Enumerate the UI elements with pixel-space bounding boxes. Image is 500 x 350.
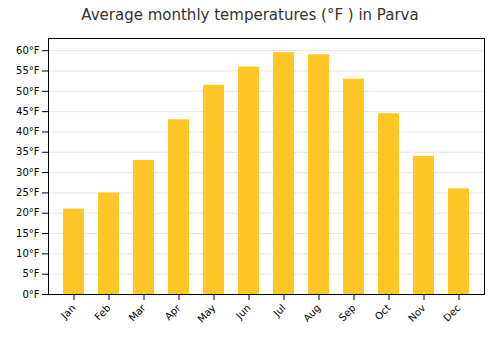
svg-text:55°F: 55°F	[16, 65, 40, 76]
svg-text:Jun: Jun	[233, 302, 253, 322]
svg-text:5°F: 5°F	[22, 268, 39, 279]
html-text:Average monthly temperatures (: Average monthly temperatures (°F ) in Pa…	[81, 6, 419, 24]
svg-text:Feb: Feb	[92, 302, 112, 322]
svg-text:15°F: 15°F	[16, 228, 40, 239]
svg-text:Mar: Mar	[127, 302, 149, 324]
svg-text:35°F: 35°F	[16, 146, 40, 157]
svg-text:Dec: Dec	[441, 302, 462, 323]
svg-text:Oct: Oct	[373, 302, 393, 322]
svg-text:Jan: Jan	[58, 302, 77, 321]
svg-text:30°F: 30°F	[16, 167, 40, 178]
svg-text:Apr: Apr	[163, 302, 184, 323]
svg-text:40°F: 40°F	[16, 126, 40, 137]
svg-text:Sep: Sep	[337, 302, 358, 323]
svg-text:60°F: 60°F	[16, 45, 40, 56]
svg-text:Aug: Aug	[301, 302, 323, 324]
svg-text:May: May	[195, 302, 217, 324]
svg-text:0°F: 0°F	[22, 289, 39, 300]
svg-text:20°F: 20°F	[16, 207, 40, 218]
svg-text:50°F: 50°F	[16, 86, 40, 97]
svg-text:25°F: 25°F	[16, 187, 40, 198]
svg-text:Jul: Jul	[271, 302, 288, 319]
svg-text:45°F: 45°F	[16, 106, 40, 117]
svg-text:Nov: Nov	[406, 302, 428, 324]
svg-text:10°F: 10°F	[16, 248, 40, 259]
